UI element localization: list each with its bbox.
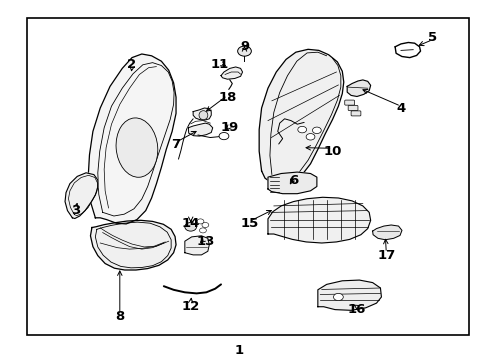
Polygon shape: [267, 172, 316, 194]
Text: 13: 13: [196, 235, 214, 248]
Text: 18: 18: [218, 91, 236, 104]
Text: 2: 2: [127, 58, 136, 71]
Polygon shape: [90, 220, 176, 270]
Circle shape: [199, 228, 206, 233]
Ellipse shape: [199, 111, 207, 120]
Circle shape: [305, 134, 314, 140]
Text: 5: 5: [427, 31, 436, 44]
Text: 14: 14: [181, 217, 200, 230]
Polygon shape: [259, 49, 343, 184]
Polygon shape: [88, 54, 176, 224]
Text: 3: 3: [71, 204, 80, 217]
Ellipse shape: [116, 118, 158, 177]
Circle shape: [297, 126, 306, 133]
Bar: [27, 18, 468, 335]
Circle shape: [237, 46, 251, 56]
Polygon shape: [193, 108, 211, 120]
Text: 8: 8: [115, 310, 124, 323]
Circle shape: [184, 222, 196, 231]
Text: 10: 10: [323, 145, 341, 158]
FancyBboxPatch shape: [347, 105, 357, 111]
Polygon shape: [267, 197, 370, 243]
Text: 19: 19: [220, 121, 239, 134]
Circle shape: [219, 132, 228, 140]
Circle shape: [197, 219, 203, 224]
Polygon shape: [184, 236, 209, 255]
Polygon shape: [346, 80, 370, 96]
Polygon shape: [65, 173, 98, 219]
Polygon shape: [221, 67, 242, 79]
Text: 9: 9: [240, 40, 248, 53]
Circle shape: [333, 293, 343, 301]
Polygon shape: [188, 123, 212, 136]
Text: 7: 7: [171, 138, 180, 150]
Circle shape: [312, 127, 321, 134]
Text: 17: 17: [376, 249, 395, 262]
Polygon shape: [372, 225, 401, 240]
Circle shape: [202, 222, 208, 228]
Text: 11: 11: [210, 58, 229, 71]
Text: 16: 16: [347, 303, 366, 316]
FancyBboxPatch shape: [350, 111, 360, 116]
Text: 4: 4: [396, 102, 405, 114]
Text: 12: 12: [181, 300, 200, 312]
FancyBboxPatch shape: [344, 100, 354, 105]
Text: 6: 6: [288, 174, 297, 186]
Text: 1: 1: [234, 345, 243, 357]
Text: 15: 15: [240, 217, 258, 230]
Polygon shape: [317, 280, 381, 310]
